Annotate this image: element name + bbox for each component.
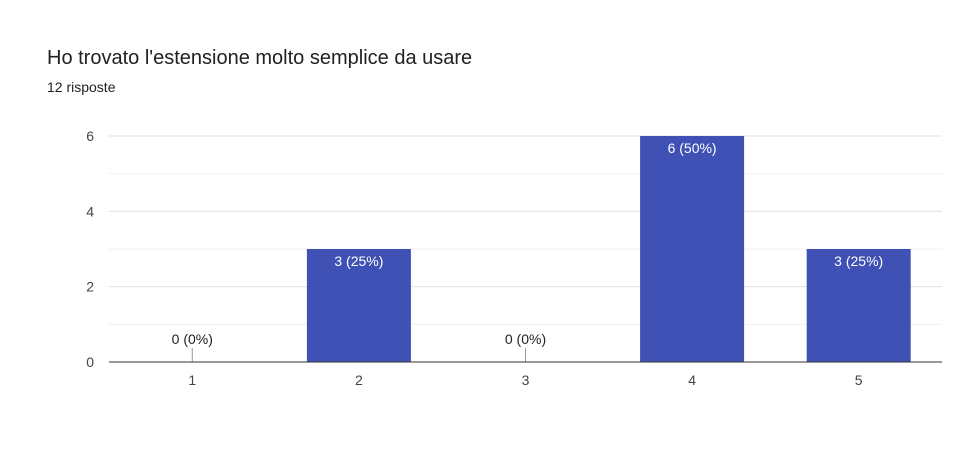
grid-lines [109, 135, 942, 325]
bar-5 [806, 249, 911, 362]
data-label: 0 (0%) [172, 331, 213, 347]
data-labels: 0 (0%) 3 (25%) 0 (0%) 6 (50%) 3 (25%) [172, 140, 884, 347]
x-axis-ticks: 1 2 3 4 5 [188, 372, 862, 388]
bar-4 [640, 136, 745, 362]
bar-2 [306, 249, 411, 362]
x-tick-label: 4 [688, 372, 696, 388]
y-tick-label: 2 [86, 279, 94, 295]
y-tick-label: 4 [86, 203, 94, 219]
data-label: 0 (0%) [505, 331, 546, 347]
chart-title: Ho trovato l'estensione molto semplice d… [47, 47, 473, 69]
x-tick-label: 1 [188, 372, 196, 388]
response-count: 12 risposte [47, 79, 116, 95]
y-axis-ticks: 0 2 4 6 [86, 128, 94, 370]
x-tick-label: 5 [855, 372, 863, 388]
data-label: 3 (25%) [334, 253, 383, 269]
bars [191, 136, 911, 362]
data-label: 6 (50%) [668, 140, 717, 156]
x-tick-label: 3 [522, 372, 530, 388]
x-tick-label: 2 [355, 372, 363, 388]
y-tick-label: 0 [86, 354, 94, 370]
data-label: 3 (25%) [834, 253, 883, 269]
y-tick-label: 6 [86, 128, 94, 144]
